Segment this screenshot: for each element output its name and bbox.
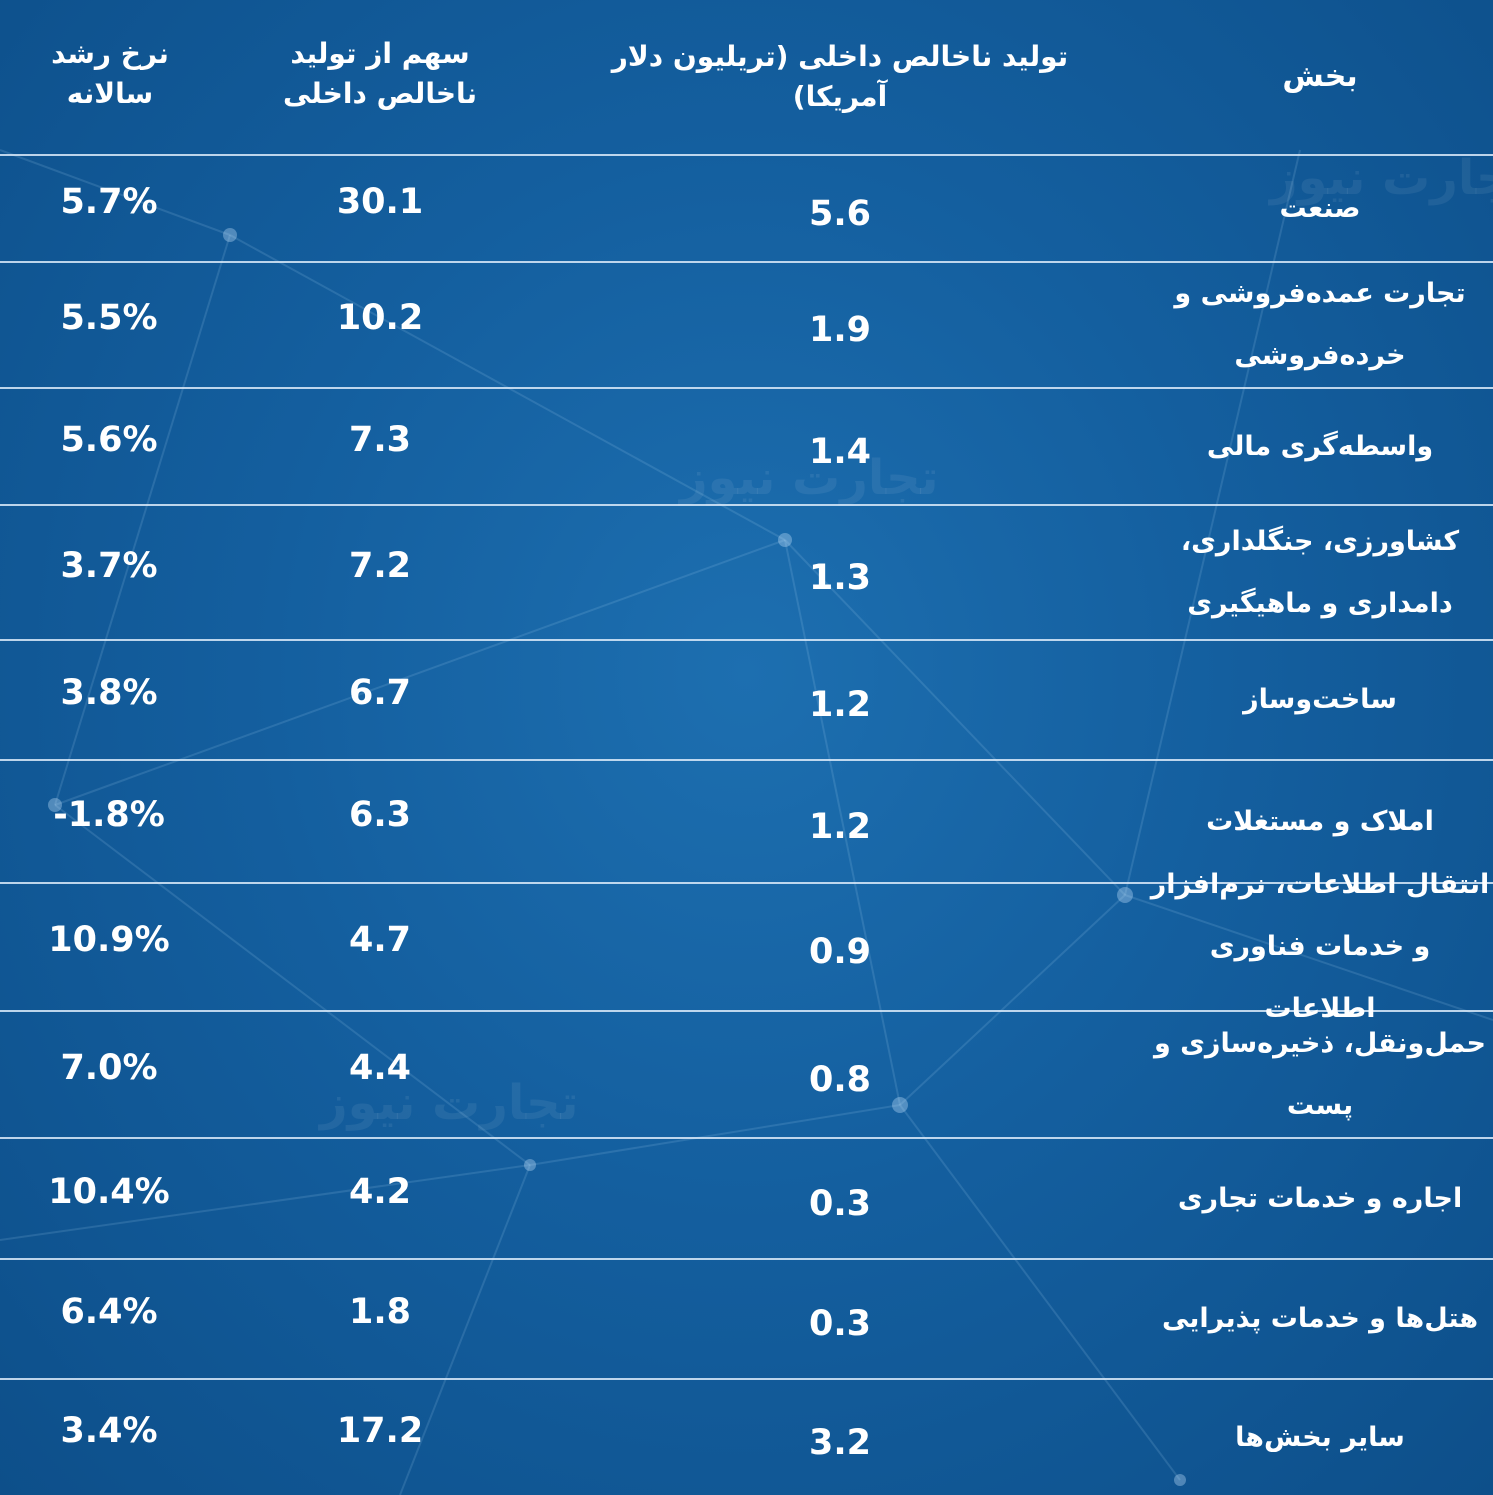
share-cell: 6.3 — [348, 794, 411, 835]
growth-cell: 5.6% — [60, 419, 158, 460]
share-cell: 7.3 — [348, 419, 411, 460]
sector-cell: واسطه‌گری مالی — [1206, 430, 1434, 462]
gdp-cell: 1.4 — [808, 431, 871, 472]
header-gdp: تولید ناخالص داخلی (تریلیون دلار آمریکا) — [611, 40, 1069, 113]
sector-cell: سایر بخش‌ها — [1235, 1421, 1405, 1453]
gdp-cell: 5.6 — [808, 193, 871, 234]
gdp-cell: 0.8 — [808, 1059, 871, 1100]
share-cell: 30.1 — [336, 181, 424, 222]
table-row: انتقال اطلاعات، نرم‌افزار و خدمات فناوری… — [0, 869, 1493, 1024]
table-header-row: بخش تولید ناخالص داخلی (تریلیون دلار آمر… — [0, 0, 1493, 156]
table-row: واسطه‌گری مالی 1.4 7.3 5.6% — [0, 389, 1493, 506]
gdp-cell: 1.2 — [808, 685, 871, 725]
header-growth: نرخ رشد سالانه — [51, 37, 169, 110]
gdp-cell: 1.2 — [808, 806, 871, 847]
growth-cell: 10.4% — [48, 1171, 170, 1212]
growth-cell: 3.7% — [60, 545, 158, 586]
growth-cell: 3.8% — [60, 673, 158, 713]
growth-cell: 7.0% — [60, 1047, 158, 1088]
sector-cell: حمل‌ونقل، ذخیره‌سازی و پست — [1153, 1027, 1486, 1121]
sector-cell: صنعت — [1279, 192, 1361, 224]
share-cell: 4.2 — [348, 1171, 411, 1212]
growth-cell: 6.4% — [60, 1292, 158, 1332]
growth-cell: 5.5% — [60, 298, 158, 338]
watermark: تجارت نیوز — [320, 1075, 579, 1131]
table-row: صنعت 5.6 30.1 5.7% — [0, 156, 1493, 263]
share-cell: 6.7 — [348, 673, 411, 713]
watermark: تجارت نیوز — [680, 450, 939, 506]
share-cell: 4.7 — [348, 920, 411, 960]
watermark: تجارت نیوز — [1270, 150, 1493, 206]
sector-cell: انتقال اطلاعات، نرم‌افزار و خدمات فناوری… — [1150, 869, 1490, 1024]
share-cell: 1.8 — [348, 1292, 411, 1332]
gdp-cell: 1.3 — [808, 557, 871, 598]
growth-cell: 3.4% — [60, 1410, 158, 1451]
gdp-cell: 0.9 — [808, 932, 871, 972]
header-sector: بخش — [1282, 59, 1358, 94]
sector-cell: هتل‌ها و خدمات پذیرایی — [1161, 1303, 1479, 1334]
growth-cell: 5.7% — [60, 181, 158, 222]
table-row: کشاورزی، جنگلداری، دامداری و ماهیگیری 1.… — [0, 506, 1493, 641]
growth-cell: -1.8% — [53, 794, 165, 835]
sector-cell: اجاره و خدمات تجاری — [1177, 1182, 1463, 1214]
table-row: سایر بخش‌ها 3.2 17.2 3.4% — [0, 1380, 1493, 1495]
share-cell: 4.4 — [348, 1047, 411, 1088]
table-row: اجاره و خدمات تجاری 0.3 4.2 10.4% — [0, 1139, 1493, 1260]
gdp-cell: 3.2 — [808, 1422, 871, 1463]
table-row: تجارت عمده‌فروشی و خرده‌فروشی 1.9 10.2 5… — [0, 263, 1493, 389]
table-row: حمل‌ونقل، ذخیره‌سازی و پست 0.8 4.4 7.0% — [0, 1012, 1493, 1139]
gdp-cell: 0.3 — [808, 1304, 871, 1344]
sector-cell: تجارت عمده‌فروشی و خرده‌فروشی — [1174, 278, 1466, 371]
header-share: سهم از تولید ناخالص داخلی — [282, 37, 478, 110]
share-cell: 10.2 — [336, 298, 424, 338]
table-row: ساخت‌وساز 1.2 6.7 3.8% — [0, 641, 1493, 761]
sector-cell: کشاورزی، جنگلداری، دامداری و ماهیگیری — [1180, 525, 1460, 619]
share-cell: 7.2 — [348, 545, 411, 586]
table-row: هتل‌ها و خدمات پذیرایی 0.3 1.8 6.4% — [0, 1260, 1493, 1380]
growth-cell: 10.9% — [48, 920, 170, 960]
gdp-cell: 0.3 — [808, 1183, 871, 1224]
gdp-cell: 1.9 — [808, 310, 871, 350]
sector-cell: ساخت‌وساز — [1243, 684, 1397, 715]
share-cell: 17.2 — [336, 1410, 424, 1451]
table-row: املاک و مستغلات 1.2 6.3 -1.8% — [0, 761, 1493, 884]
sector-cell: املاک و مستغلات — [1206, 805, 1434, 837]
